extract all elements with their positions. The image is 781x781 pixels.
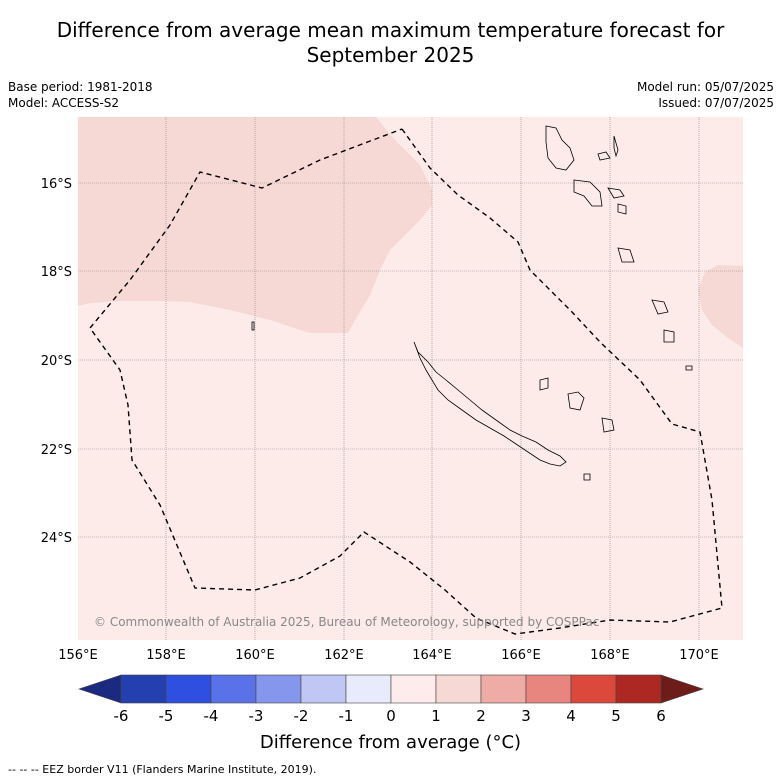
lat-labels: 16°S 18°S 20°S 22°S 24°S — [41, 177, 72, 546]
new-caledonia — [413, 341, 567, 467]
colorbar-bin--1 — [345, 674, 392, 704]
lon-label-158e: 158°E — [146, 648, 186, 663]
islands — [251, 125, 693, 481]
espiritu-santo — [545, 125, 575, 171]
base-period: Base period: 1981-2018 — [8, 80, 153, 94]
cb-label-3: 3 — [521, 707, 531, 725]
colorbar-title-unit: °C) — [492, 732, 522, 753]
cb-label-4: 4 — [566, 707, 576, 725]
issued-date: Issued: 07/07/2025 — [658, 96, 774, 110]
colorbar-bin--2 — [300, 674, 347, 704]
colorbar-bin-2 — [480, 674, 527, 704]
cb-label-6: 6 — [656, 707, 666, 725]
model-name: Model: ACCESS-S2 — [8, 96, 120, 110]
lon-label-164e: 164°E — [412, 648, 452, 663]
loyalty-mare — [601, 417, 615, 433]
colorbar-bin--5 — [165, 674, 212, 704]
colorbar-title-text: Difference from average ( — [259, 732, 493, 753]
model-run: Model run: 05/07/2025 — [636, 80, 774, 94]
cb-label--2: -2 — [294, 707, 309, 725]
lon-label-156e: 156°E — [58, 648, 98, 663]
chesterfield-islet — [251, 321, 255, 331]
lat-label-16s: 16°S — [41, 177, 72, 192]
eez-border — [89, 128, 723, 635]
colorbar-bin--4 — [210, 674, 257, 704]
lon-label-166e: 166°E — [501, 648, 541, 663]
grid-lines — [78, 117, 743, 640]
lat-label-20s: 20°S — [41, 354, 72, 369]
lon-label-168e: 168°E — [590, 648, 630, 663]
colorbar-extend-high — [660, 674, 704, 704]
cb-label--4: -4 — [204, 707, 219, 725]
cb-label--1: -1 — [339, 707, 354, 725]
lon-label-160e: 160°E — [235, 648, 275, 663]
cb-label--6: -6 — [114, 707, 129, 725]
maewo-pentecost — [613, 135, 619, 158]
cb-label-0: 0 — [386, 707, 396, 725]
efate — [607, 187, 625, 199]
tanna — [617, 247, 635, 263]
cb-label-2: 2 — [476, 707, 486, 725]
page-title: Difference from average mean maximum tem… — [0, 18, 781, 68]
map-copyright: © Commonwealth of Australia 2025, Bureau… — [94, 615, 599, 629]
cb-label--5: -5 — [159, 707, 174, 725]
lat-label-24s: 24°S — [41, 531, 72, 546]
colorbar-title: Difference from average (°C) — [0, 732, 781, 753]
erromango — [617, 203, 627, 215]
colorbar-bin-0 — [390, 674, 437, 704]
lon-label-162e: 162°E — [324, 648, 364, 663]
cb-label--3: -3 — [249, 707, 264, 725]
lat-label-22s: 22°S — [41, 443, 72, 458]
ambae — [597, 151, 611, 161]
colorbar-bin--6 — [120, 674, 167, 704]
eez-footer: -- -- -- EEZ border V11 (Flanders Marine… — [8, 763, 317, 776]
colorbar — [78, 674, 704, 704]
cb-label-5: 5 — [611, 707, 621, 725]
lon-labels: 156°E 158°E 160°E 162°E 164°E 166°E 168°… — [58, 648, 719, 663]
title-line-1: Difference from average mean maximum tem… — [56, 18, 725, 42]
colorbar-bin--3 — [255, 674, 302, 704]
meta-right: Model run: 05/07/2025 Issued: 07/07/2025 — [637, 79, 774, 111]
loyalty-ouvea — [539, 377, 549, 391]
colorbar-labels: -6 -5 -4 -3 -2 -1 0 1 2 3 4 5 6 — [114, 707, 666, 725]
colorbar-bin-5 — [615, 674, 662, 704]
colorbar-bin-1 — [435, 674, 482, 704]
small-islet-e — [685, 365, 693, 371]
lon-label-170e: 170°E — [679, 648, 719, 663]
colorbar-extend-low — [78, 674, 122, 704]
colorbar-bin-3 — [525, 674, 572, 704]
meta-left: Base period: 1981-2018 Model: ACCESS-S2 — [8, 79, 153, 111]
loyalty-lifou — [567, 391, 585, 411]
cb-label-1: 1 — [431, 707, 441, 725]
anomaly-region-e — [698, 265, 743, 348]
matthew-island — [651, 299, 669, 315]
title-line-2: September 2025 — [306, 43, 475, 67]
colorbar-bin-4 — [570, 674, 617, 704]
lat-label-18s: 18°S — [41, 265, 72, 280]
malekula — [573, 179, 603, 207]
isle-of-pines — [583, 473, 591, 481]
hunter-island — [663, 329, 675, 343]
